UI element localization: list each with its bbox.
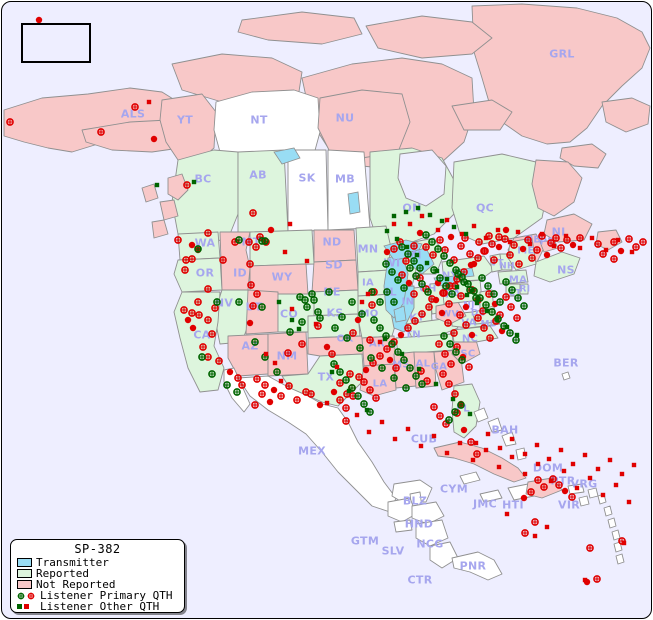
hawaii-inset-box xyxy=(21,23,91,63)
legend-item: Listener Primary QTH xyxy=(17,590,184,601)
region-ID xyxy=(219,231,251,291)
region-GTM xyxy=(387,497,417,523)
region-BAH4 xyxy=(473,407,489,423)
region-BAH3 xyxy=(515,447,527,461)
legend-circle-icon xyxy=(27,592,35,599)
region-SK xyxy=(287,149,329,233)
region-NC xyxy=(451,325,499,343)
region-NS xyxy=(533,251,581,283)
region-GRL xyxy=(471,3,651,145)
region-BAH2 xyxy=(501,431,517,447)
legend-item-label: Not Reported xyxy=(36,578,116,591)
region-HND xyxy=(411,501,445,525)
region-BAH1 xyxy=(487,417,503,433)
legend-item-label: Transmitter xyxy=(36,556,109,569)
region-AB xyxy=(237,149,289,235)
region-SD xyxy=(311,259,359,293)
lake-great-slave xyxy=(273,147,301,165)
region-SLV xyxy=(393,519,413,533)
region-CTR xyxy=(429,541,459,569)
region-DOM xyxy=(525,477,563,499)
legend-swatch xyxy=(17,558,32,567)
region-RI xyxy=(519,283,529,295)
legend-marker-pair xyxy=(17,592,36,600)
region-JMC xyxy=(479,489,503,503)
region-CYM xyxy=(459,471,481,485)
lake-mo xyxy=(393,305,407,323)
region-MT xyxy=(249,229,315,267)
legend-item: Not Reported xyxy=(17,579,184,590)
region-BER xyxy=(561,371,571,381)
legend-square-icon xyxy=(17,604,22,609)
lake-winnipeg xyxy=(347,191,361,215)
region-WA xyxy=(177,231,221,261)
region-ND xyxy=(313,229,357,263)
region-NM xyxy=(267,331,309,377)
region-MA xyxy=(497,269,529,285)
legend-item: Reported xyxy=(17,568,184,579)
region-PNR xyxy=(451,551,503,581)
region-NL xyxy=(531,159,583,217)
region-CT xyxy=(505,283,521,297)
region-ME xyxy=(507,237,537,271)
legend-square-icon xyxy=(24,604,29,609)
region-MS xyxy=(393,351,417,389)
region-AR xyxy=(361,335,397,367)
region-AL xyxy=(413,351,437,389)
region-UT xyxy=(245,289,279,335)
region-NCG xyxy=(415,519,449,547)
region-OK xyxy=(307,335,365,357)
legend-item-label: Listener Other QTH xyxy=(40,600,160,613)
legend-rows: Transmitter Reported Not Reported Listener … xyxy=(11,557,184,612)
legend-swatch xyxy=(17,580,32,589)
map-legend: SP-382 Transmitter Reported Not Reported Li… xyxy=(10,539,185,613)
lake-ontario xyxy=(453,267,475,279)
region-NE xyxy=(307,289,361,317)
legend-title: SP-382 xyxy=(74,542,121,556)
legend-circle-icon xyxy=(17,592,25,599)
legend-marker-pair xyxy=(17,604,36,609)
legend-swatch xyxy=(17,569,32,578)
region-QC xyxy=(451,153,549,245)
lake-erie xyxy=(433,275,459,287)
legend-item: Listener Other QTH xyxy=(17,601,184,612)
region-MD xyxy=(471,307,499,325)
region-KS xyxy=(307,313,361,339)
region-OR xyxy=(173,257,223,293)
legend-item-label: Listener Primary QTH xyxy=(40,589,173,602)
region-CA xyxy=(173,291,225,393)
legend-item: Transmitter xyxy=(17,557,184,568)
legend-item-label: Reported xyxy=(36,567,89,580)
region-LA xyxy=(359,363,397,397)
region-CUB xyxy=(433,441,527,483)
region-PTR xyxy=(567,483,585,495)
region-NT xyxy=(213,89,321,161)
region-MB xyxy=(327,149,371,231)
